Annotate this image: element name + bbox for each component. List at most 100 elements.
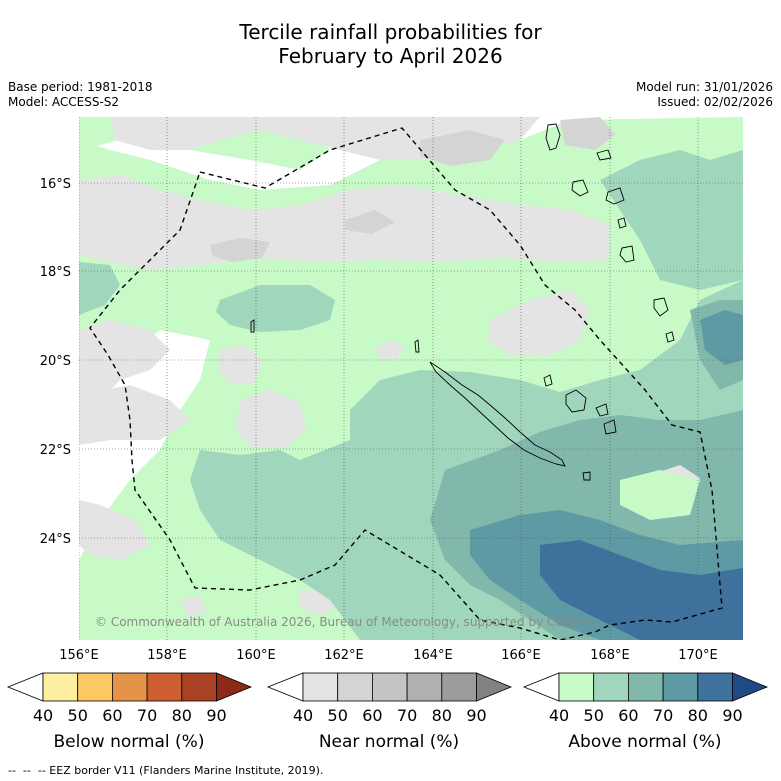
- title-line-1: Tercile rainfall probabilities for: [239, 20, 542, 44]
- near-40-region-south-a: [180, 596, 206, 618]
- colorbar-near-swatch-3: [371, 672, 408, 702]
- colorbar-below-swatch-4: [146, 672, 183, 702]
- meta-right: Model run: 31/01/2026 Issued: 02/02/2026: [636, 80, 773, 110]
- above-50-region-west: [216, 285, 335, 332]
- probability-fields: © Commonwealth of Australia 2026, Bureau…: [79, 117, 743, 640]
- colorbar-above-label: Above normal (%): [568, 732, 721, 752]
- lon-label-160e: 160°E: [236, 648, 276, 663]
- loyalty-island-b: [595, 403, 609, 417]
- colorbar-below-tick-5: 90: [206, 706, 226, 725]
- near-40-region-west: [79, 320, 170, 410]
- colorbar-above-swatch-3: [628, 672, 664, 702]
- eez-border: [89, 127, 723, 640]
- colorbar-below-tick-2: 60: [102, 706, 122, 725]
- colorbar-near-tick-3: 70: [397, 706, 417, 725]
- vanuatu-island-d: [605, 187, 625, 205]
- near-50-patch-b: [345, 210, 395, 234]
- colorbar-below-tick-3: 70: [137, 706, 157, 725]
- lon-label-158e: 158°E: [147, 648, 187, 663]
- above-80-region: [540, 540, 743, 640]
- colorbar-near-swatch-2: [337, 672, 373, 702]
- colorbar-below-swatch-2: [77, 672, 113, 702]
- small-island-a: [250, 319, 255, 333]
- lat-label-16s: 16°S: [40, 177, 71, 192]
- vanuatu-island-a: [545, 123, 561, 151]
- lat-label-20s: 20°S: [40, 354, 71, 369]
- lon-label-162e: 162°E: [324, 648, 364, 663]
- colorbar-near-tick-5: 90: [466, 706, 486, 725]
- near-40-region-blob-a: [218, 345, 262, 385]
- colorbar-below-tick-1: 50: [68, 706, 88, 725]
- longitude-labels: 156°E 158°E 160°E 162°E 164°E 166°E 168°…: [59, 648, 718, 663]
- small-island-b: [414, 339, 420, 353]
- vanuatu-island-g: [653, 297, 669, 317]
- colorbar-above: 40 50 60 70 80 90 Above normal (%): [522, 672, 769, 752]
- eez-footnote: -- -- -- EEZ border V11 (Flanders Marine…: [8, 764, 324, 777]
- colorbar-above-tick-3: 70: [653, 706, 673, 725]
- small-island-c: [582, 471, 591, 481]
- vanuatu-island-f: [619, 245, 635, 263]
- near-40-region-southwest-b: [79, 500, 150, 560]
- near-40-region-blob-b: [236, 390, 306, 448]
- base-period: Base period: 1981-2018: [8, 80, 153, 94]
- lon-label-166e: 166°E: [501, 648, 541, 663]
- colorbar-below-swatch-1: [42, 672, 79, 702]
- above-40-island-se: [620, 470, 700, 520]
- colorbar-below-swatch-6: [216, 672, 253, 702]
- near-40-region-east: [488, 290, 590, 355]
- model-name: Model: ACCESS-S2: [8, 95, 120, 109]
- colorbar-above-tick-2: 60: [618, 706, 638, 725]
- colorbar-below: 40 50 60 70 80 90 Below normal (%): [6, 672, 253, 752]
- colorbar-near-tick-4: 80: [432, 706, 452, 725]
- graticule: [79, 117, 743, 640]
- copyright-notice: © Commonwealth of Australia 2026, Bureau…: [95, 615, 600, 629]
- map-title: Tercile rainfall probabilities for Febru…: [0, 20, 781, 68]
- colorbar-above-swatch-2: [593, 672, 629, 702]
- colorbar-near-tick-1: 50: [328, 706, 348, 725]
- colorbar-above-swatch-0: [522, 672, 560, 702]
- issued-date: Issued: 02/02/2026: [657, 95, 773, 109]
- lon-label-170e: 170°E: [678, 648, 718, 663]
- colorbar-above-swatch-1: [558, 672, 595, 702]
- above-70-region-east: [700, 310, 743, 365]
- colorbar-below-swatch-0: [6, 672, 44, 702]
- above-50-region-north: [600, 150, 743, 290]
- colorbar-near-tick-2: 60: [362, 706, 382, 725]
- new-caledonia-island: [429, 361, 566, 467]
- colorbar-below-swatch-3: [112, 672, 148, 702]
- colorbar-near: 40 50 60 70 80 90 Near normal (%): [266, 672, 513, 752]
- loyalty-island-a: [565, 389, 587, 413]
- near-50-patch-a: [210, 238, 270, 262]
- colorbar-near-swatch-0: [266, 672, 304, 702]
- colorbar-above-swatch-6: [732, 672, 769, 702]
- colorbar-near-swatch-4: [406, 672, 443, 702]
- colorbar-near-swatch-1: [302, 672, 339, 702]
- lon-label-168e: 168°E: [590, 648, 630, 663]
- colorbar-below-tick-0: 40: [33, 706, 53, 725]
- model-run: Model run: 31/01/2026: [635, 80, 773, 94]
- lon-label-164e: 164°E: [413, 648, 453, 663]
- colorbar-below-tick-4: 80: [172, 706, 192, 725]
- near-40-region-southwest: [79, 385, 190, 445]
- title-line-2: February to April 2026: [278, 44, 503, 68]
- lat-label-18s: 18°S: [40, 265, 71, 280]
- colorbar-above-tick-0: 40: [549, 706, 569, 725]
- colorbar-below-label: Below normal (%): [54, 732, 205, 752]
- near-50-patch-c: [420, 130, 505, 166]
- loyalty-island-c: [603, 419, 617, 435]
- loyalty-island-d: [543, 374, 553, 387]
- colorbar-near-swatch-5: [441, 672, 477, 702]
- lon-label-156e: 156°E: [59, 648, 99, 663]
- vanuatu-island-e: [617, 217, 627, 229]
- near-40-region-mid: [375, 340, 404, 360]
- colorbar-above-tick-1: 50: [584, 706, 604, 725]
- near-50-patch-d: [560, 117, 615, 150]
- colorbar-above-swatch-4: [662, 672, 699, 702]
- lat-label-22s: 22°S: [40, 443, 71, 458]
- colorbar-near-swatch-6: [476, 672, 513, 702]
- vanuatu-island-b: [596, 149, 612, 161]
- colorbar-above-tick-5: 90: [722, 706, 742, 725]
- colorbar-near-tick-0: 40: [293, 706, 313, 725]
- colorbar-above-tick-4: 80: [688, 706, 708, 725]
